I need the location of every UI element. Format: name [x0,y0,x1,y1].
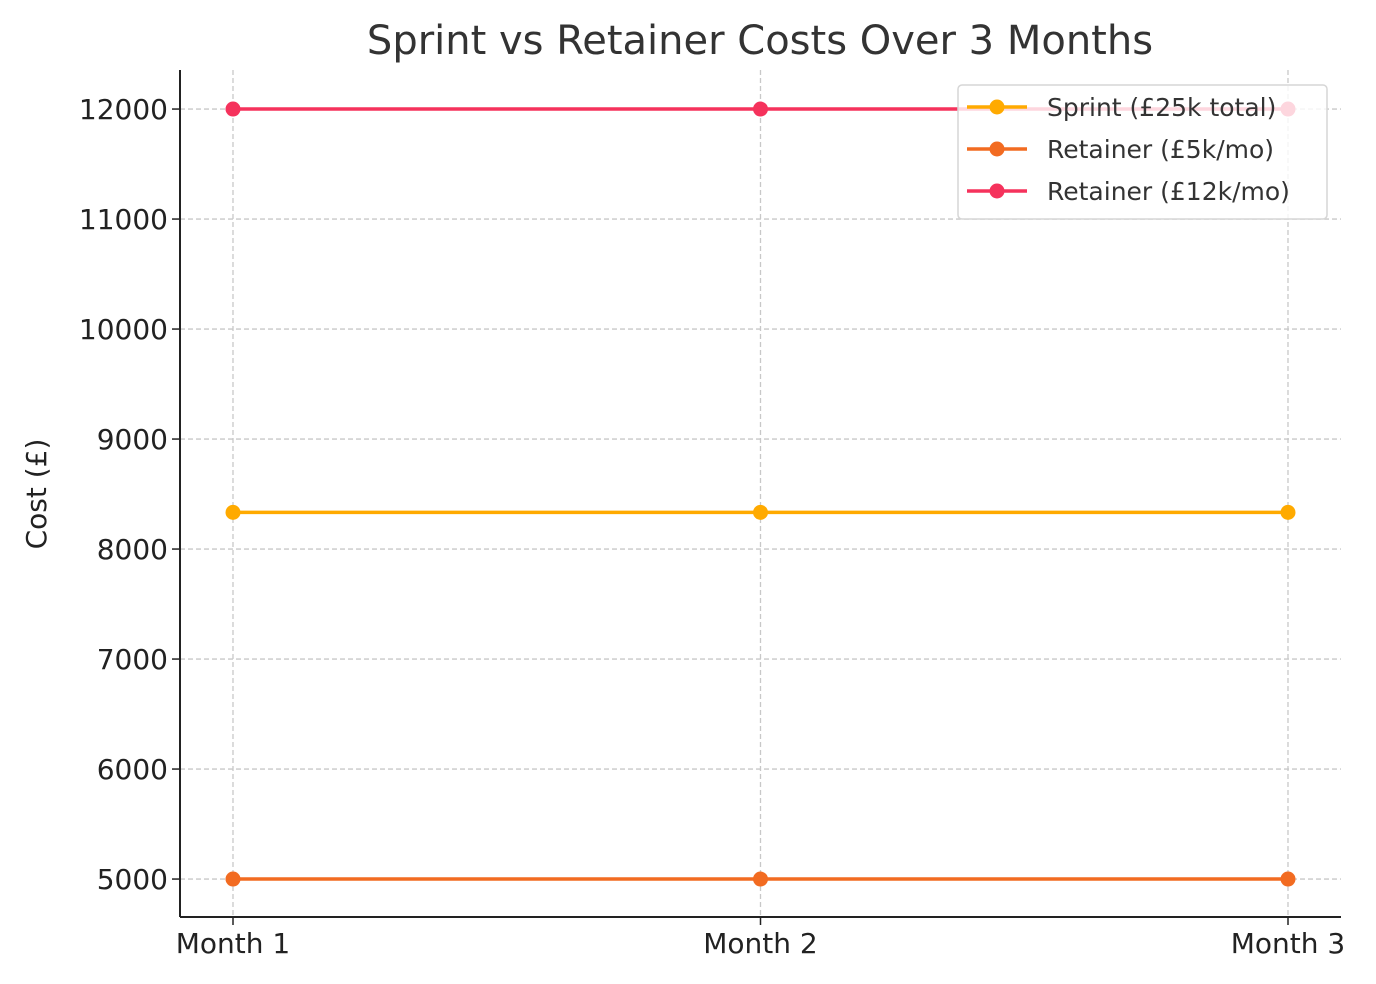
legend-marker [989,99,1005,115]
legend-marker [989,183,1005,199]
legend: Sprint (£25k total) Retainer (£5k/mo) Reta… [957,84,1328,220]
x-tick-label: Month 2 [703,927,817,960]
data-point [225,504,241,520]
series-0 [225,504,1296,520]
data-point [753,504,768,520]
series-1 [225,871,1296,887]
chart-title: Sprint vs Retainer Costs Over 3 Months [367,18,1153,64]
data-point [753,101,768,117]
axes: 5000 6000 7000 8000 9000 10000 11000 12000 Month… [79,70,1345,960]
y-tick-label: 7000 [97,643,168,676]
y-tick-label: 5000 [97,863,168,896]
data-point [1280,871,1296,887]
y-tick-label: 11000 [79,203,168,236]
y-tick-label: 6000 [97,753,168,786]
y-axis-label: Cost (£) [20,439,53,550]
x-tick-label: Month 1 [176,927,290,960]
y-tick-label: 8000 [97,533,168,566]
y-tick-label: 12000 [79,93,168,126]
legend-marker [989,141,1005,157]
data-point [1280,504,1296,520]
data-point [753,871,768,887]
y-tick-label: 10000 [79,313,168,346]
legend-label: Sprint (£25k total) [1047,93,1276,122]
legend-label: Retainer (£5k/mo) [1047,135,1274,164]
legend-box [957,84,1328,220]
legend-label: Retainer (£12k/mo) [1047,177,1290,206]
x-tick-label: Month 3 [1231,927,1345,960]
data-point [225,871,241,887]
y-tick-label: 9000 [97,423,168,456]
data-point [225,101,241,117]
